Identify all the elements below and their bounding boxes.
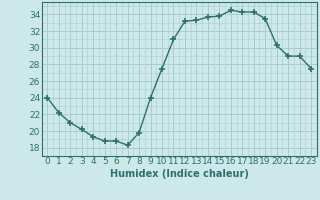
X-axis label: Humidex (Indice chaleur): Humidex (Indice chaleur) — [110, 169, 249, 179]
